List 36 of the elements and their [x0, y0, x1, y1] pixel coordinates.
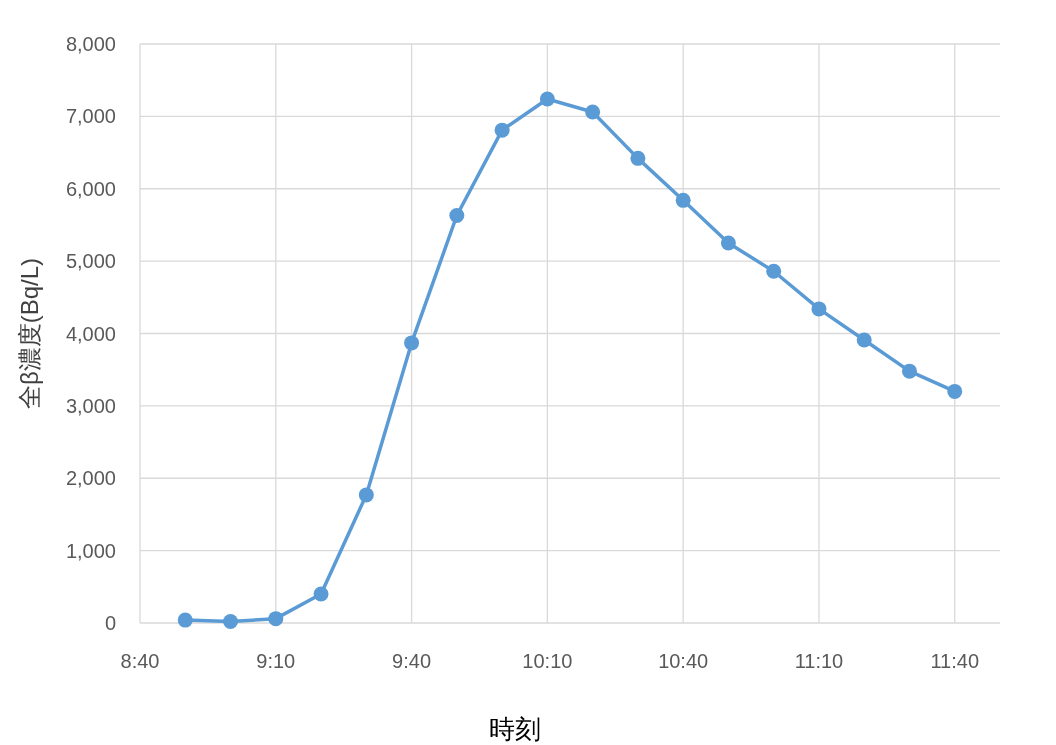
point — [268, 611, 284, 627]
y-tick-label: 1,000 — [65, 539, 116, 562]
point — [494, 122, 510, 138]
y-tick-label: 7,000 — [65, 105, 116, 128]
point — [313, 586, 329, 602]
point — [720, 235, 736, 251]
point — [177, 612, 193, 628]
y-axis-title: 全β濃度(Bq/L) — [16, 257, 43, 410]
point — [585, 104, 601, 120]
point — [901, 363, 917, 379]
point — [675, 192, 691, 208]
point — [358, 487, 374, 503]
point — [539, 91, 555, 107]
point — [947, 383, 963, 399]
x-tick-label: 10:10 — [522, 650, 573, 672]
point — [766, 263, 782, 279]
y-tick-label: 5,000 — [65, 250, 116, 273]
y-tick-label: 6,000 — [65, 177, 116, 200]
point — [223, 614, 239, 630]
point — [630, 150, 646, 166]
x-axis-title: 時刻 — [489, 714, 541, 744]
x-tick-label: 10:40 — [658, 650, 709, 672]
point — [811, 301, 827, 317]
point — [449, 208, 465, 224]
x-tick-label: 9:40 — [392, 650, 432, 672]
point — [404, 335, 420, 351]
x-tick-label: 11:10 — [794, 650, 844, 672]
x-tick-label: 11:40 — [930, 650, 980, 672]
y-tick-label: 2,000 — [65, 467, 116, 490]
y-tick-label: 8,000 — [65, 33, 116, 55]
y-tick-label: 0 — [104, 612, 116, 634]
x-tick-label: 8:40 — [120, 650, 160, 672]
y-tick-label: 4,000 — [65, 322, 116, 345]
x-tick-label: 9:10 — [256, 650, 296, 672]
point — [856, 332, 872, 348]
y-tick-label: 3,000 — [65, 394, 116, 417]
